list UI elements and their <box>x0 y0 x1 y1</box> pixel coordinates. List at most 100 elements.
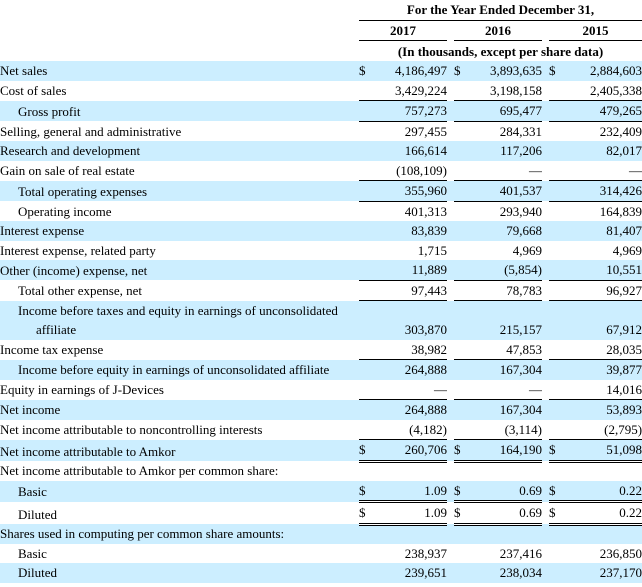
units-note: (In thousands, except per share data) <box>397 43 604 59</box>
value-cell: 236,850 <box>599 545 642 561</box>
dollar-sign <box>454 279 471 301</box>
value-cell: 0.69 <box>471 501 542 526</box>
value-cell: 38,982 <box>411 341 447 357</box>
column-gap <box>447 20 454 41</box>
column-gap <box>447 480 454 502</box>
column-gap <box>542 241 549 261</box>
value-cell: 3,429,224 <box>395 82 447 98</box>
dollar-sign <box>359 279 376 301</box>
value-cell <box>471 461 542 481</box>
value-cell: 297,455 <box>404 123 447 139</box>
column-gap <box>542 121 549 141</box>
column-gap <box>447 359 454 380</box>
column-gap <box>447 260 454 280</box>
row-label: Selling, general and administrative <box>0 123 182 139</box>
table-row: Gain on sale of real estate (108,109) — — <box>0 161 642 181</box>
value-cell: 1,715 <box>417 242 447 258</box>
dollar-sign <box>454 359 471 380</box>
value-cell: 81,407 <box>566 221 642 241</box>
column-gap <box>447 201 454 221</box>
dollar-sign <box>359 180 376 202</box>
column-gap <box>447 141 454 161</box>
table-row: Total operating expenses 355,960 401,537 31… <box>0 180 642 202</box>
column-gap <box>447 221 454 241</box>
dollar-sign <box>454 399 471 420</box>
value-cell: 314,426 <box>566 180 642 202</box>
income-statement-body: Net sales $4,186,497 $3,893,635 $2,884,603 C… <box>0 61 642 583</box>
column-gap <box>447 524 454 544</box>
row-label-line2: affiliate <box>36 322 77 337</box>
column-gap <box>447 280 454 301</box>
header-period-row: For the Year Ended December 31, <box>0 0 642 21</box>
dollar-sign <box>359 260 376 280</box>
dollar-sign <box>549 420 566 440</box>
column-gap <box>542 280 549 301</box>
value-cell: 355,960 <box>376 180 447 202</box>
value-cell <box>566 524 642 544</box>
value-cell: (5,854) <box>471 260 542 280</box>
value-cell: 4,969 <box>612 242 642 258</box>
row-label: Diluted <box>18 506 57 522</box>
value-cell: 237,170 <box>566 563 642 583</box>
column-gap <box>542 420 549 440</box>
dollar-sign <box>454 461 471 481</box>
value-cell: 264,888 <box>376 359 447 380</box>
table-row: Basic 238,937 237,416 236,850 <box>0 544 642 564</box>
value-cell <box>376 461 447 481</box>
column-gap <box>542 180 549 201</box>
value-cell: 164,190 <box>471 439 542 463</box>
dollar-sign <box>549 260 566 280</box>
row-label: Net income attributable to noncontrollin… <box>0 422 263 437</box>
dollar-sign: $ <box>359 501 376 526</box>
value-cell: (2,795) <box>604 421 642 437</box>
value-cell: 167,304 <box>471 359 542 380</box>
row-label: Total operating expenses <box>0 180 359 201</box>
row-label: Diluted <box>0 563 359 583</box>
value-cell: 10,551 <box>566 260 642 280</box>
value-cell: — <box>434 381 447 397</box>
value-cell: 79,668 <box>471 221 542 241</box>
table-row: Cost of sales 3,429,224 3,198,158 2,405,338 <box>0 81 642 101</box>
dollar-sign <box>454 544 471 564</box>
dollar-sign <box>359 121 376 141</box>
row-label: Income before taxes and equity in earnin… <box>0 300 359 340</box>
dollar-sign <box>549 241 566 261</box>
value-cell: 238,034 <box>471 563 542 583</box>
table-row: Net income 264,888 167,304 53,893 <box>0 399 642 420</box>
column-gap <box>447 81 454 101</box>
column-gap <box>447 300 454 340</box>
column-gap <box>542 141 549 161</box>
dollar-sign <box>359 399 376 420</box>
dollar-sign <box>359 563 376 583</box>
column-gap <box>447 439 454 461</box>
table-row: Net income attributable to Amkor per com… <box>0 461 642 481</box>
header-years-row: 2017 2016 2015 <box>0 20 642 41</box>
value-cell: 264,888 <box>376 399 447 420</box>
dollar-sign <box>359 300 376 340</box>
dollar-sign <box>549 380 566 400</box>
value-cell: 3,198,158 <box>490 82 542 98</box>
dollar-sign <box>549 461 566 481</box>
dollar-sign <box>359 544 376 564</box>
header-spacer <box>0 41 359 62</box>
year-column-2015: 2015 <box>549 20 642 41</box>
dollar-sign: $ <box>359 439 376 463</box>
dollar-sign <box>454 380 471 400</box>
dollar-sign <box>454 100 471 122</box>
year-column-2016: 2016 <box>454 20 542 41</box>
period-title: For the Year Ended December 31, <box>359 0 642 21</box>
row-label: Basic <box>0 480 359 502</box>
value-cell: 2,884,603 <box>566 61 642 81</box>
row-label: Other (income) expense, net <box>0 260 359 280</box>
dollar-sign: $ <box>359 61 376 81</box>
value-cell: 11,889 <box>376 260 447 280</box>
row-label: Total other expense, net <box>18 283 142 298</box>
table-row: Research and development 166,614 117,206 82… <box>0 141 642 161</box>
table-row: Income before taxes and equity in earnin… <box>0 300 642 340</box>
row-label: Net income attributable to Amkor <box>0 439 359 461</box>
column-gap <box>447 399 454 420</box>
table-row: Basic $1.09 $0.69 $0.22 <box>0 480 642 503</box>
dollar-sign <box>359 461 376 481</box>
dollar-sign <box>454 420 471 440</box>
